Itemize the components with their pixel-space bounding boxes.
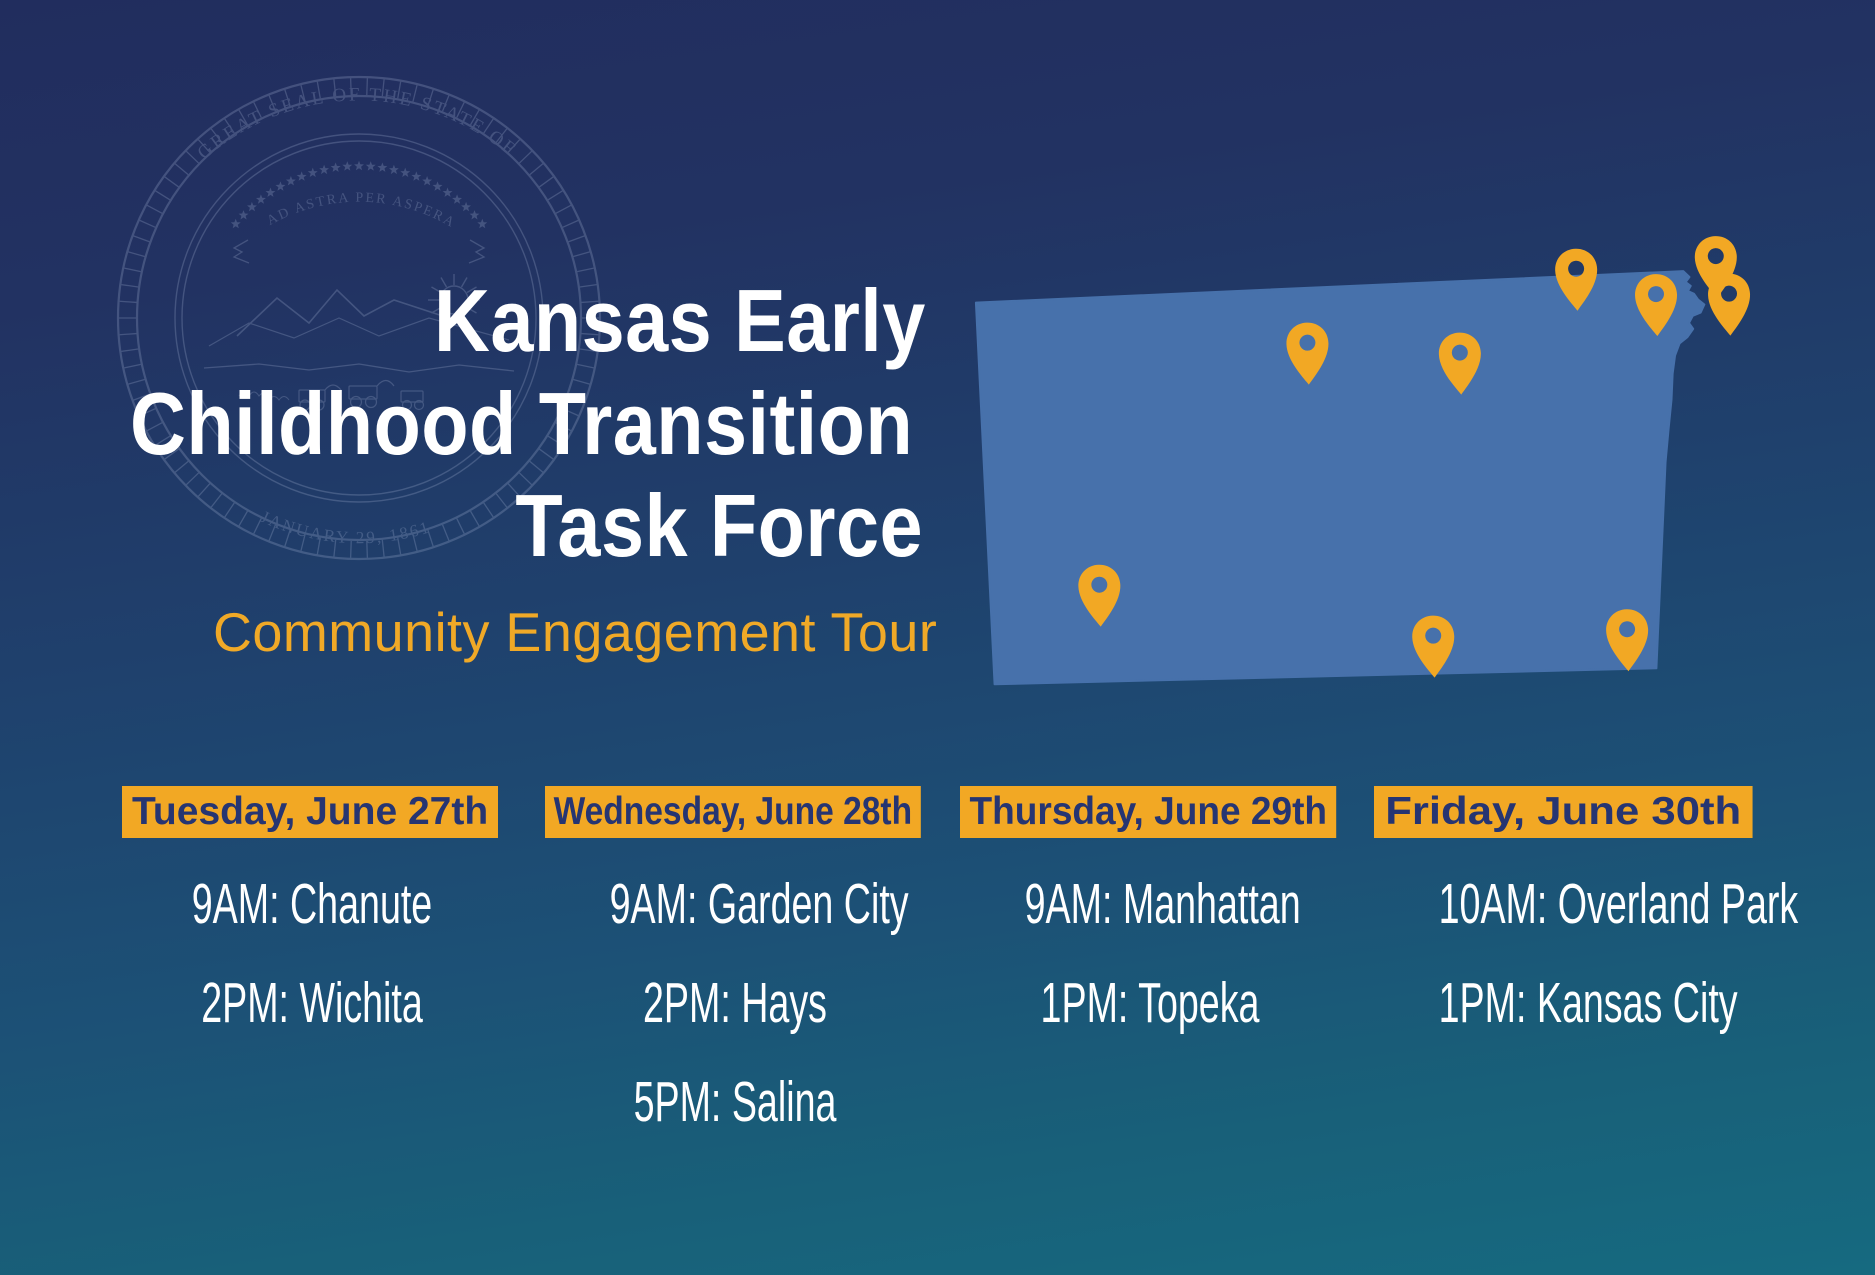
svg-text:AD ASTRA PER ASPERA: AD ASTRA PER ASPERA [265, 191, 459, 232]
